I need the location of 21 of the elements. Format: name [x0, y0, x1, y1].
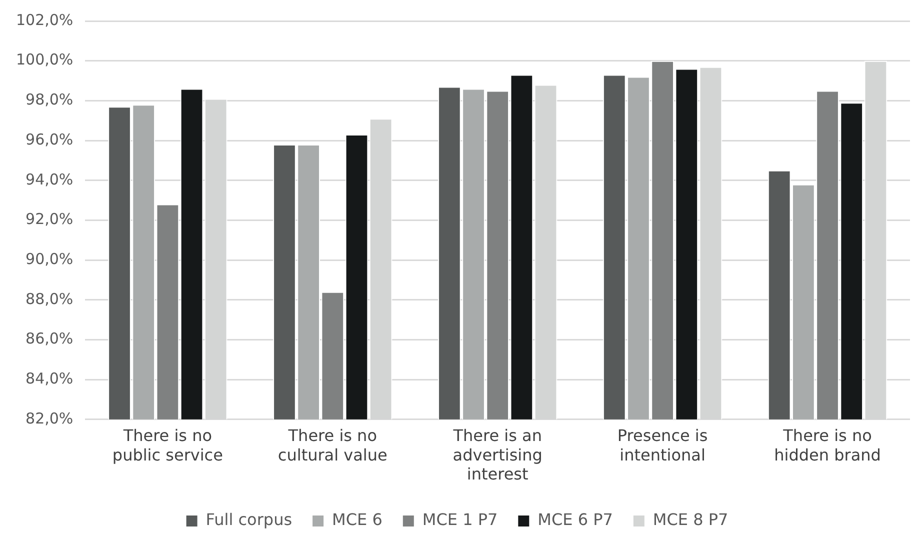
- y-tick-label: 100,0%: [16, 50, 74, 69]
- y-tick-label: 82,0%: [26, 409, 74, 428]
- legend-label: Full corpus: [206, 510, 292, 530]
- legend-label: MCE 6: [332, 510, 382, 530]
- x-tick-label: There is no hidden brand: [774, 426, 881, 464]
- y-tick-label: 102,0%: [16, 10, 74, 29]
- y-tick-label: 98,0%: [26, 90, 74, 109]
- legend-label: MCE 6 P7: [538, 510, 613, 530]
- x-tick-label: There is no public service: [112, 426, 223, 464]
- y-tick-label: 90,0%: [26, 250, 74, 268]
- y-tick-label: 84,0%: [26, 369, 74, 388]
- x-tick-label: There is an advertising interest: [452, 426, 542, 484]
- legend-label: MCE 1 P7: [422, 510, 498, 530]
- y-tick-label: 96,0%: [26, 130, 74, 148]
- legend-label: MCE 8 P7: [652, 510, 728, 530]
- y-tick-label: 94,0%: [26, 170, 74, 188]
- x-tick-label: There is no cultural value: [278, 426, 388, 464]
- x-tick-label: Presence is intentional: [617, 426, 708, 464]
- y-tick-label: 92,0%: [26, 210, 74, 228]
- y-tick-label: 88,0%: [26, 290, 74, 308]
- y-tick-label: 86,0%: [26, 330, 74, 348]
